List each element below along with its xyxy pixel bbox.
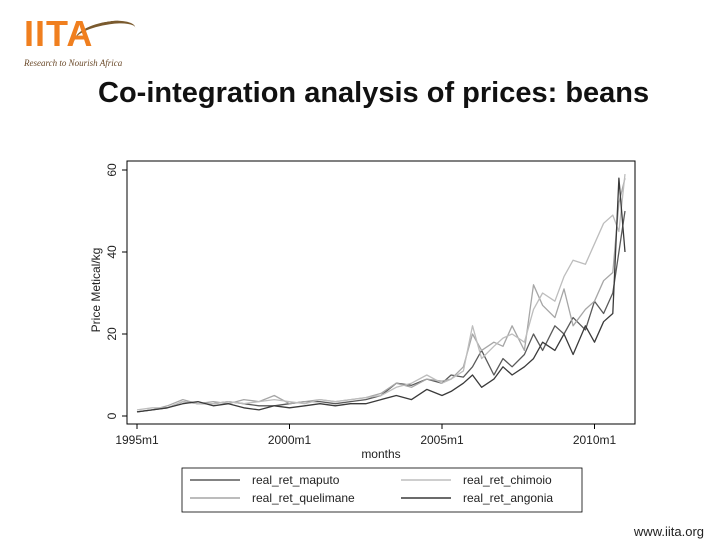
y-tick-label: 40 xyxy=(105,245,119,259)
y-tick-label: 0 xyxy=(105,412,119,419)
y-tick-label: 20 xyxy=(105,327,119,341)
legend-label: real_ret_chimoio xyxy=(463,473,552,487)
x-tick-label: 2010m1 xyxy=(573,433,617,447)
x-tick-label: 2005m1 xyxy=(420,433,464,447)
x-axis-label: months xyxy=(361,447,400,461)
price-chart: 0 20 40 60 1995m1 2000m1 2005m1 2010m1 Price Me… xyxy=(0,0,728,546)
x-tick-label: 1995m1 xyxy=(115,433,159,447)
legend-label: real_ret_quelimane xyxy=(252,491,355,505)
y-tick-label: 60 xyxy=(105,163,119,177)
legend-label: real_ret_angonia xyxy=(463,491,553,505)
legend-label: real_ret_maputo xyxy=(252,473,340,487)
y-axis-label: Price Metical/kg xyxy=(89,248,103,333)
footer-url: www.iita.org xyxy=(634,524,704,539)
x-tick-label: 2000m1 xyxy=(268,433,312,447)
